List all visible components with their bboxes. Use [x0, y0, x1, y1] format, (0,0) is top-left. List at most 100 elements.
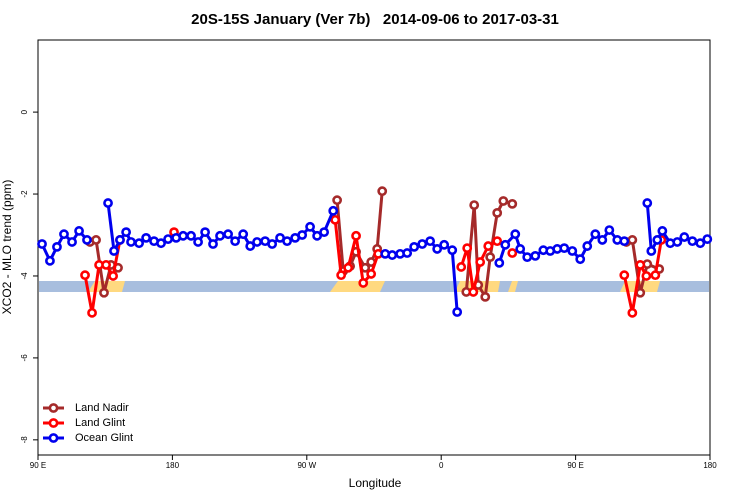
point [635, 260, 646, 270]
point [156, 238, 166, 249]
point [336, 270, 347, 281]
point [67, 237, 77, 247]
point [343, 262, 354, 273]
point [627, 307, 638, 318]
x-axis-label: Longitude [349, 476, 402, 490]
point [635, 287, 646, 298]
point [492, 236, 503, 247]
point [522, 252, 533, 263]
point [74, 226, 84, 236]
point [657, 226, 668, 236]
point [456, 262, 467, 272]
point [87, 307, 97, 318]
point [366, 269, 377, 279]
point [328, 205, 339, 216]
point [59, 229, 69, 240]
point [652, 235, 663, 245]
point [99, 287, 109, 298]
y-tick-label: -2 [20, 190, 29, 198]
x-tick-label: 180 [703, 461, 717, 470]
point [409, 241, 420, 252]
point [330, 214, 341, 225]
point [702, 234, 713, 245]
point [121, 227, 132, 238]
point [52, 241, 62, 252]
legend-label: Land Nadir [75, 402, 129, 414]
chart-title: 20S-15S January (Ver 7b) 2014-09-06 to 2… [191, 11, 559, 28]
point [469, 200, 480, 210]
point [485, 252, 496, 263]
point [575, 254, 586, 265]
point [252, 237, 262, 247]
point [215, 230, 225, 241]
point [109, 246, 119, 256]
point [480, 291, 491, 302]
point [387, 250, 398, 260]
point [37, 239, 47, 249]
point [163, 234, 173, 245]
point [492, 207, 503, 218]
point [282, 236, 292, 247]
point [650, 270, 661, 281]
point [510, 229, 521, 240]
x-tick-label: 180 [166, 461, 180, 470]
point [377, 186, 388, 197]
point [498, 196, 509, 206]
point [115, 235, 125, 245]
point [672, 237, 683, 247]
legend-marker [48, 433, 59, 443]
point [245, 241, 256, 251]
point [417, 239, 428, 249]
legend-label: Ocean Glint [75, 432, 133, 444]
point [475, 257, 486, 267]
point [358, 278, 369, 288]
point [230, 236, 241, 247]
point [297, 230, 308, 240]
point [238, 229, 249, 240]
point [494, 257, 505, 268]
point [267, 239, 278, 249]
point [507, 248, 518, 258]
y-tick-label: -8 [20, 436, 29, 444]
point [101, 260, 111, 270]
legend-marker [48, 418, 59, 428]
point [141, 232, 152, 243]
point [695, 238, 706, 249]
point [351, 230, 361, 241]
point [45, 255, 55, 266]
point [178, 230, 189, 241]
point [447, 245, 458, 256]
point [515, 244, 526, 254]
point [687, 236, 698, 247]
y-tick-label: -6 [20, 354, 29, 362]
point [679, 232, 690, 242]
point [439, 239, 450, 250]
point [208, 239, 218, 249]
legend-label: Land Glint [75, 417, 125, 429]
point [604, 225, 615, 235]
point [642, 198, 653, 208]
point [530, 250, 541, 261]
point [567, 246, 578, 256]
point [103, 198, 113, 208]
point [559, 243, 570, 254]
point [126, 237, 136, 247]
point [619, 270, 630, 281]
point [468, 287, 479, 297]
x-tick-label: 90 E [567, 461, 583, 470]
point [500, 239, 511, 250]
y-tick-label: -4 [20, 272, 29, 280]
point [312, 230, 323, 241]
point [641, 271, 652, 281]
x-tick-label: 90 W [297, 461, 316, 470]
x-tick-label: 0 [439, 461, 444, 470]
point [507, 198, 518, 209]
point [483, 241, 494, 251]
y-tick-label: 0 [20, 109, 29, 114]
point [619, 236, 630, 247]
surface-band [39, 281, 709, 292]
point [432, 244, 443, 254]
point [319, 227, 330, 238]
x-tick-label: 90 E [30, 461, 46, 470]
